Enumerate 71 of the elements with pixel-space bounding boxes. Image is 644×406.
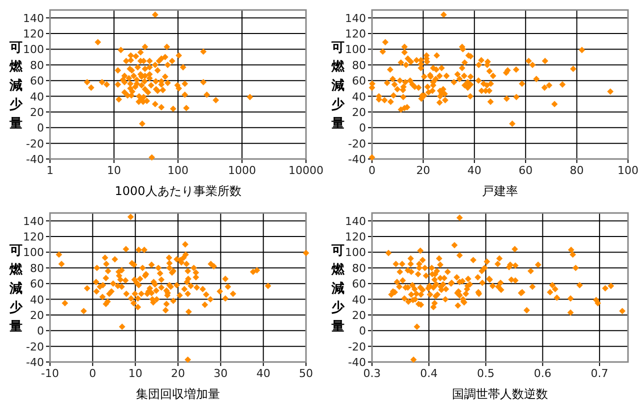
y-tick-label: -20 xyxy=(348,137,366,150)
y-tick-label: -40 xyxy=(26,356,44,369)
x-tick-label: 100 xyxy=(618,164,638,177)
x-tick-label: -10 xyxy=(41,367,59,380)
y-tick-label: 120 xyxy=(23,230,44,244)
x-axis-title: 集団回収増加量 xyxy=(136,387,220,401)
y-axis-title: 可燃減少量 xyxy=(8,244,24,334)
y-tick-label: 60 xyxy=(352,74,366,88)
y-tick-label: 0 xyxy=(359,122,366,135)
x-tick-label: 10000 xyxy=(288,164,324,177)
x-tick-label: 30 xyxy=(214,367,228,380)
y-axis-title: 可燃減少量 xyxy=(8,40,24,132)
y-tick-label: 60 xyxy=(30,74,44,88)
x-tick-label: 0 xyxy=(89,367,96,380)
y-tick-label: 100 xyxy=(345,246,366,260)
x-tick-label: 0.5 xyxy=(477,367,495,380)
y-tick-label: -40 xyxy=(26,153,44,166)
x-tick-label: 100 xyxy=(168,164,188,177)
y-tick-label: 80 xyxy=(30,58,44,72)
y-tick-label: 100 xyxy=(23,43,44,56)
x-tick-label: 0.4 xyxy=(420,367,438,380)
x-tick-label: 60 xyxy=(518,164,533,177)
y-axis-title: 可燃減少量 xyxy=(330,40,346,132)
y-tick-label: -20 xyxy=(26,340,44,354)
x-tick-label: 1000 xyxy=(228,164,256,177)
y-tick-label: 20 xyxy=(30,106,44,119)
y-tick-label: 80 xyxy=(30,262,44,275)
x-axis-title: 国調世帯人数逆数 xyxy=(452,387,548,401)
y-tick-label: 60 xyxy=(30,278,44,291)
y-tick-label: 40 xyxy=(352,90,366,104)
x-tick-label: 80 xyxy=(570,164,584,177)
y-tick-label: 40 xyxy=(30,90,44,104)
y-tick-label: 0 xyxy=(359,324,366,338)
x-tick-label: 0.7 xyxy=(590,367,608,380)
y-tick-label: -40 xyxy=(348,356,366,369)
y-tick-label: 120 xyxy=(23,28,44,41)
y-tick-label: 100 xyxy=(345,43,366,56)
y-tick-label: 80 xyxy=(352,58,366,72)
x-tick-label: 0.6 xyxy=(534,367,552,380)
y-tick-label: -40 xyxy=(348,153,366,166)
x-tick-label: 10 xyxy=(107,164,121,177)
x-axis-title: 戸建率 xyxy=(482,184,518,198)
x-tick-label: 50 xyxy=(299,367,313,380)
y-tick-label: 60 xyxy=(352,278,366,291)
y-tick-label: 20 xyxy=(30,308,44,322)
y-tick-label: 20 xyxy=(352,308,366,322)
x-tick-label: 0 xyxy=(368,164,376,177)
y-tick-label: 40 xyxy=(30,293,44,306)
x-tick-label: 20 xyxy=(416,164,430,177)
y-tick-label: 80 xyxy=(352,262,366,275)
y-tick-label: 100 xyxy=(23,246,44,260)
y-tick-label: 120 xyxy=(345,230,366,244)
y-tick-label: -20 xyxy=(26,137,44,150)
y-tick-label: 140 xyxy=(345,214,366,228)
y-axis-title: 可燃減少量 xyxy=(330,244,346,334)
x-tick-label: 40 xyxy=(256,367,270,380)
y-tick-label: 0 xyxy=(37,122,44,135)
y-tick-label: 20 xyxy=(352,106,366,119)
x-tick-label: 1 xyxy=(46,164,54,177)
y-tick-label: 140 xyxy=(23,12,44,25)
x-tick-label: 40 xyxy=(467,164,482,177)
x-axis-title: 1000人あたり事業所数 xyxy=(114,184,242,198)
y-tick-label: 140 xyxy=(23,214,44,228)
y-tick-label: 0 xyxy=(37,324,44,338)
y-tick-label: 120 xyxy=(345,28,366,41)
x-tick-label: 10 xyxy=(128,367,142,380)
x-tick-label: 0.3 xyxy=(363,367,381,380)
y-tick-label: 140 xyxy=(345,12,366,25)
y-tick-label: 40 xyxy=(352,293,366,306)
y-tick-label: -20 xyxy=(348,340,366,354)
x-tick-label: 20 xyxy=(171,367,185,380)
